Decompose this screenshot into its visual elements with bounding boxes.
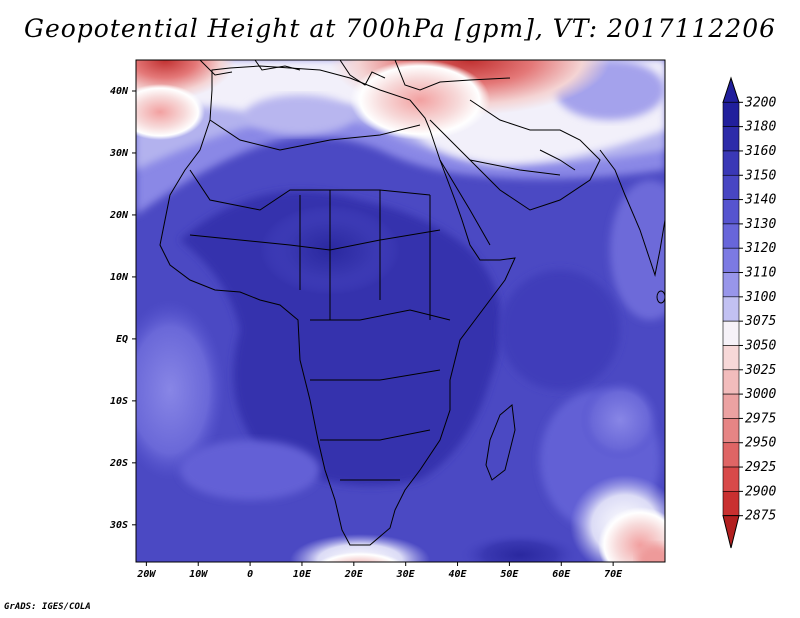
colorbar-swatch (722, 393, 740, 419)
colorbar-label: 2925 (745, 460, 776, 475)
lat-label: EQ (116, 334, 128, 345)
lat-label: 30N (109, 148, 129, 159)
colorbar-label: 3140 (744, 193, 776, 208)
colorbar-label: 3150 (744, 168, 776, 183)
footer-credit: GrADS: IGES/COLA (4, 602, 91, 612)
lat-label: 20S (109, 458, 128, 469)
lat-label: 10N (110, 272, 129, 283)
lon-label: 20E (344, 569, 364, 580)
colorbar-swatch (722, 466, 740, 492)
map-frame (135, 59, 666, 563)
lat-label: 10S (110, 396, 128, 407)
coastlines (159, 60, 665, 546)
lat-label: 40N (110, 86, 129, 97)
colorbar-label: 3000 (744, 387, 776, 402)
colorbar-label: 3180 (744, 120, 776, 135)
lon-label: 70E (604, 569, 623, 580)
colorbar-label: 3200 (744, 95, 776, 110)
colorbar-swatch (722, 150, 740, 176)
colorbar-swatch (722, 320, 740, 346)
colorbar-label: 2975 (745, 411, 776, 426)
lon-label: 50E (500, 569, 519, 580)
colorbar-swatch (722, 126, 740, 152)
colorbar-label: 3050 (744, 338, 776, 353)
colorbar-bottom-arrow (722, 515, 740, 549)
colorbar-label: 3100 (744, 290, 776, 305)
colorbar-label: 3110 (744, 266, 776, 281)
colorbar-label: 3130 (744, 217, 776, 232)
colorbar-swatch (722, 247, 740, 273)
colorbar-label: 3120 (744, 241, 776, 256)
lon-label: 0 (247, 569, 253, 580)
colorbar-label: 2950 (745, 436, 776, 451)
longitude-axis: 20W 10W 0 10E 20E 30E 40E 50E 60E 70E (136, 562, 623, 580)
lon-label: 10W (189, 569, 208, 580)
lon-label: 40E (449, 569, 468, 580)
colorbar-swatch (722, 296, 740, 322)
colorbar-swatch (722, 199, 740, 225)
colorbar-swatch (722, 174, 740, 200)
colorbar-label: 3160 (744, 144, 776, 159)
colorbar-swatch (722, 272, 740, 298)
latitude-axis: 40N 30N 20N 10N EQ 10S 20S 30S (109, 86, 136, 531)
lon-label: 10E (293, 569, 312, 580)
colorbar-swatch (722, 418, 740, 444)
colorbar-label: 3075 (744, 314, 776, 329)
colorbar: 3200 3180 3160 3150 3140 3130 3120 3110 3100 3075… (722, 76, 776, 549)
map-title: Geopotential Height at 700hPa [gpm], VT:… (23, 14, 777, 43)
height-field (136, 60, 665, 562)
colorbar-label: 2875 (745, 509, 776, 524)
colorbar-swatch (722, 345, 740, 371)
lat-label: 20N (109, 210, 129, 221)
colorbar-swatch (722, 442, 740, 468)
lat-label: 30S (109, 520, 128, 531)
colorbar-swatch (722, 369, 740, 395)
colorbar-swatch (722, 223, 740, 249)
colorbar-swatch (722, 102, 740, 127)
colorbar-top-arrow (722, 76, 740, 103)
lon-label: 30E (396, 569, 416, 580)
lon-label: 60E (552, 569, 571, 580)
colorbar-swatch (722, 491, 740, 516)
colorbar-label: 2900 (745, 484, 776, 499)
colorbar-label: 3025 (744, 363, 776, 378)
lon-label: 20W (136, 569, 156, 580)
